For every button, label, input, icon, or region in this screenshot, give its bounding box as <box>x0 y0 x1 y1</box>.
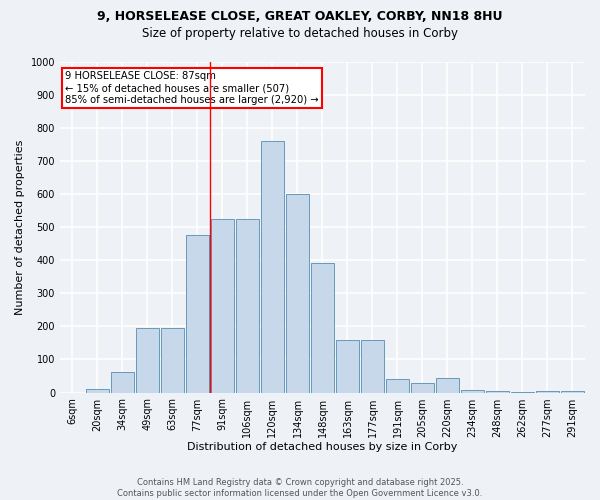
Text: Contains HM Land Registry data © Crown copyright and database right 2025.
Contai: Contains HM Land Registry data © Crown c… <box>118 478 482 498</box>
Bar <box>560 391 584 392</box>
Bar <box>236 219 259 392</box>
Bar <box>86 388 109 392</box>
Bar <box>361 340 385 392</box>
Bar <box>436 378 460 392</box>
Bar <box>485 391 509 392</box>
Y-axis label: Number of detached properties: Number of detached properties <box>15 140 25 314</box>
Bar <box>110 372 134 392</box>
Bar <box>335 340 359 392</box>
Bar <box>211 219 235 392</box>
Bar <box>185 236 209 392</box>
Bar <box>161 328 184 392</box>
Bar <box>461 390 484 392</box>
Bar <box>410 384 434 392</box>
Bar <box>536 391 559 392</box>
Bar <box>386 380 409 392</box>
Bar <box>260 141 284 393</box>
Text: 9, HORSELEASE CLOSE, GREAT OAKLEY, CORBY, NN18 8HU: 9, HORSELEASE CLOSE, GREAT OAKLEY, CORBY… <box>97 10 503 23</box>
Text: Size of property relative to detached houses in Corby: Size of property relative to detached ho… <box>142 28 458 40</box>
Text: 9 HORSELEASE CLOSE: 87sqm
← 15% of detached houses are smaller (507)
85% of semi: 9 HORSELEASE CLOSE: 87sqm ← 15% of detac… <box>65 72 319 104</box>
Bar <box>136 328 160 392</box>
X-axis label: Distribution of detached houses by size in Corby: Distribution of detached houses by size … <box>187 442 458 452</box>
Bar <box>311 264 334 392</box>
Bar <box>286 194 310 392</box>
